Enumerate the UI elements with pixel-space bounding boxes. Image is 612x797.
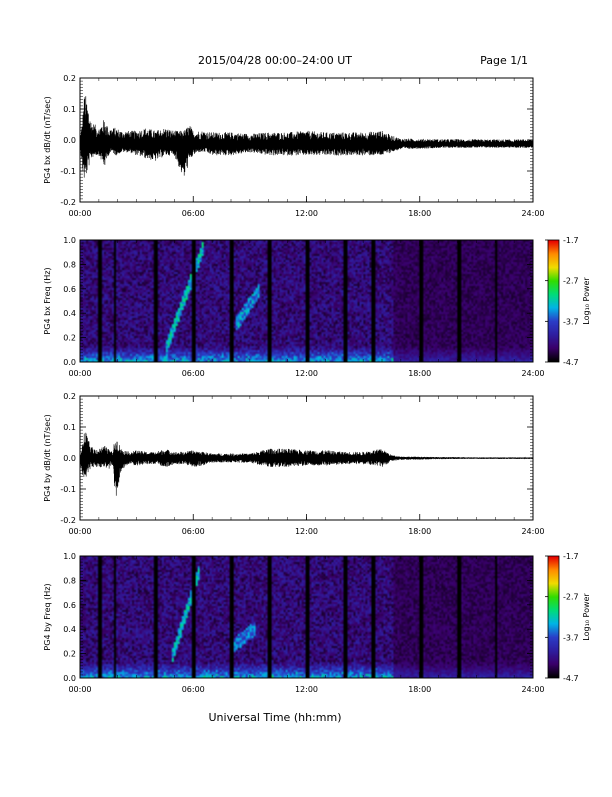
bx-dbdt-ytick-label: 0.2 [63, 74, 76, 83]
bx-spectrogram-colorbar-frame [547, 239, 560, 363]
bx-spectrogram-xtick-label: 12:00 [295, 369, 318, 378]
by-dbdt-xtick-label: 12:00 [295, 527, 318, 536]
by-spectrogram-ytick-label: 0.4 [63, 625, 76, 634]
by-spectrogram-xtick-label: 00:00 [68, 685, 91, 694]
by-dbdt-ylabel: PG4 by dB/dt (nT/sec) [43, 414, 52, 501]
bx-dbdt-xtick-label: 12:00 [295, 209, 318, 218]
bx-dbdt-xtick-label: 00:00 [68, 209, 91, 218]
by-spectrogram-image [80, 556, 533, 678]
bx-spectrogram-colorbar-tick-label: -2.7 [563, 277, 579, 286]
bx-spectrogram-xtick-label: 24:00 [521, 369, 544, 378]
by-spectrogram-xtick-label: 06:00 [182, 685, 205, 694]
by-dbdt-ytick-label: -0.1 [60, 485, 76, 494]
by-dbdt-xtick-label: 06:00 [182, 527, 205, 536]
bx-dbdt-ytick-label: 0.1 [63, 105, 76, 114]
x-axis-title: Universal Time (hh:mm) [209, 711, 342, 724]
bx-spectrogram-xtick-label: 06:00 [182, 369, 205, 378]
by-spectrogram-xtick-label: 24:00 [521, 685, 544, 694]
bx-spectrogram-colorbar [548, 240, 559, 362]
by-spectrogram-ytick-label: 1.0 [63, 552, 76, 561]
bx-dbdt-ytick-label: -0.1 [60, 167, 76, 176]
by-dbdt-panel: 0.2 0.1 0.0 -0.1 -0.2 00:00 06:00 12:00 18:00 24:… [43, 392, 545, 536]
by-spectrogram-ytick-label: 0.8 [63, 576, 76, 585]
by-spectrogram-colorbar [548, 556, 559, 678]
bx-spectrogram-panel: -1.7 -2.7 -3.7 -4.7 Log₁₀ Power 1.0 0.8 0.6 0.4 0… [43, 236, 591, 378]
by-spectrogram-colorbar-frame [547, 555, 560, 679]
by-spectrogram-ylabel: PG4 by Freq (Hz) [43, 583, 52, 650]
bx-spectrogram-ytick-label: 0.2 [63, 334, 76, 343]
by-dbdt-ytick-label: 0.1 [63, 423, 76, 432]
bx-spectrogram-ytick-label: 0.0 [63, 358, 76, 367]
bx-dbdt-panel: 0.2 0.1 0.0 -0.1 -0.2 00:00 06:00 12:00 18:00 24:… [43, 74, 545, 218]
bx-spectrogram-ytick-label: 0.8 [63, 260, 76, 269]
bx-dbdt-trace [79, 96, 534, 178]
bx-dbdt-xtick-label: 24:00 [521, 209, 544, 218]
bx-spectrogram-colorbar-tick-label: -3.7 [563, 317, 579, 326]
by-spectrogram-panel: -1.7 -2.7 -3.7 -4.7 Log₁₀ Power 1.0 0.8 0.6 0.4 0… [43, 552, 591, 694]
by-spectrogram-colorbar-tick-label: -3.7 [563, 633, 579, 642]
bx-dbdt-ytick-label: -0.2 [60, 198, 76, 207]
bx-dbdt-xtick-label: 06:00 [182, 209, 205, 218]
by-spectrogram-ytick-label: 0.2 [63, 650, 76, 659]
bx-dbdt-ytick-label: 0.0 [63, 136, 76, 145]
bx-spectrogram-colorbar-label: Log₁₀ Power [582, 277, 591, 325]
page-indicator: Page 1/1 [480, 54, 528, 67]
by-spectrogram-xtick-label: 18:00 [408, 685, 431, 694]
bx-dbdt-ylabel: PG4 bx dB/dt (nT/sec) [43, 96, 52, 183]
by-spectrogram-xtick-label: 12:00 [295, 685, 318, 694]
by-dbdt-ytick-label: 0.0 [63, 454, 76, 463]
date-range-title: 2015/04/28 00:00–24:00 UT [198, 54, 352, 67]
bx-spectrogram-image [80, 240, 533, 362]
by-dbdt-xtick-label: 24:00 [521, 527, 544, 536]
by-spectrogram-colorbar-tick-label: -2.7 [563, 593, 579, 602]
by-dbdt-trace [79, 432, 534, 496]
by-spectrogram-ytick-label: 0.0 [63, 674, 76, 683]
bx-spectrogram-ytick-label: 0.6 [63, 285, 76, 294]
bx-spectrogram-ytick-label: 0.4 [63, 309, 76, 318]
by-spectrogram-colorbar-tick-label: -1.7 [563, 552, 579, 561]
bx-spectrogram-ytick-label: 1.0 [63, 236, 76, 245]
by-spectrogram-ytick-label: 0.6 [63, 601, 76, 610]
by-spectrogram-colorbar-tick-label: -4.7 [563, 674, 579, 683]
by-dbdt-ytick-label: -0.2 [60, 516, 76, 525]
bx-dbdt-xtick-label: 18:00 [408, 209, 431, 218]
bx-spectrogram-ylabel: PG4 bx Freq (Hz) [43, 267, 52, 334]
bx-spectrogram-xtick-label: 00:00 [68, 369, 91, 378]
by-spectrogram-colorbar-label: Log₁₀ Power [582, 593, 591, 641]
bx-spectrogram-colorbar-tick-label: -1.7 [563, 236, 579, 245]
bx-spectrogram-colorbar-tick-label: -4.7 [563, 358, 579, 367]
panels-group: 0.2 0.1 0.0 -0.1 -0.2 00:00 06:00 12:00 18:00 24:… [43, 74, 591, 694]
by-dbdt-ytick-label: 0.2 [63, 392, 76, 401]
by-dbdt-xtick-label: 00:00 [68, 527, 91, 536]
bx-spectrogram-xtick-label: 18:00 [408, 369, 431, 378]
by-dbdt-xtick-label: 18:00 [408, 527, 431, 536]
